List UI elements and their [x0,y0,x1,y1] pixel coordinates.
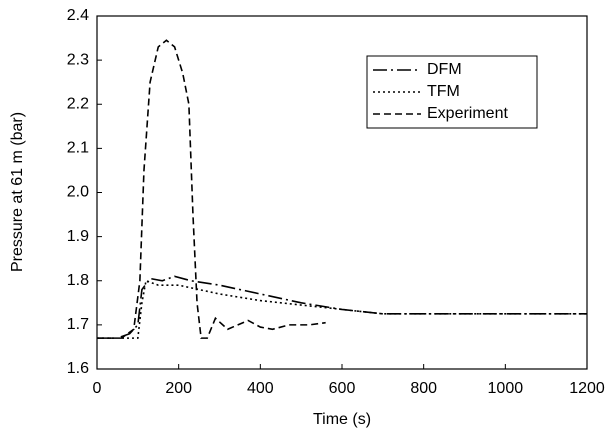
x-tick-label: 0 [93,380,102,397]
x-tick-label: 800 [410,380,437,397]
x-axis-label: Time (s) [313,411,371,428]
y-tick-label: 2.1 [67,140,89,157]
legend-label: DFM [427,61,462,78]
y-tick-label: 1.7 [67,316,89,333]
series-line [97,275,587,339]
y-tick-label: 1.9 [67,228,89,245]
y-tick-label: 2.2 [67,95,89,112]
series-line [97,39,326,339]
series-line [97,279,587,339]
y-tick-label: 2.3 [67,51,89,68]
legend-box [366,55,538,129]
y-tick-label: 1.8 [67,272,89,289]
x-tick-label: 400 [247,380,274,397]
y-tick-label: 1.6 [67,360,89,377]
x-tick-label: 600 [329,380,356,397]
legend-label: TFM [427,83,460,100]
legend-label: Experiment [427,105,508,122]
y-tick-label: 2.0 [67,184,89,201]
x-tick-label: 200 [165,380,192,397]
x-tick-label: 1200 [569,380,605,397]
y-tick-label: 2.4 [67,7,89,24]
x-tick-label: 1000 [488,380,524,397]
y-axis-label: Pressure at 61 m (bar) [9,112,26,272]
